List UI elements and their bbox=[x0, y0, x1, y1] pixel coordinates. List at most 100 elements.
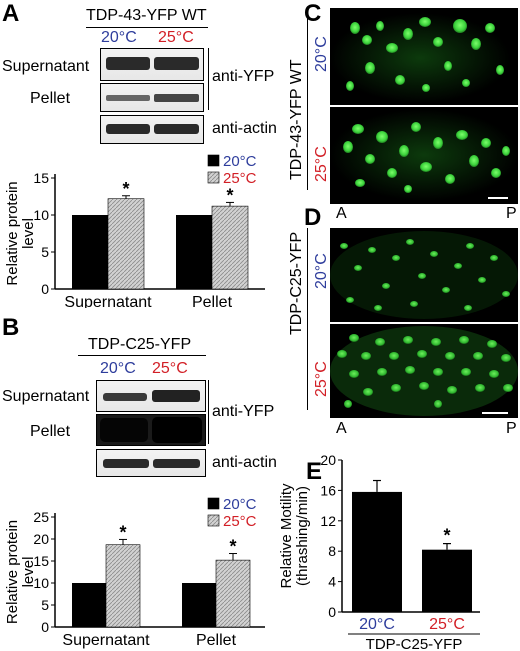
legend-label: 20°C bbox=[223, 496, 257, 513]
y-tick-label: 10 bbox=[33, 575, 49, 591]
panel-c-label: C bbox=[304, 0, 322, 27]
y-tick-label: 5 bbox=[41, 244, 49, 260]
panel-c-anterior: A bbox=[336, 205, 347, 222]
panel-a-label: A bbox=[2, 0, 20, 27]
panel-a-actin-blot bbox=[100, 115, 204, 144]
panel-d-posterior: P bbox=[506, 420, 517, 437]
legend-swatch bbox=[207, 171, 220, 184]
blot-band bbox=[153, 459, 200, 468]
y-axis-label: Relative Motility(thrashing/min) bbox=[278, 483, 311, 589]
panel-c-temp-25: 25°C bbox=[313, 146, 330, 182]
legend-label: 25°C bbox=[223, 170, 257, 187]
y-axis-label: Relative proteinlevel bbox=[4, 520, 37, 624]
panel-e-bar-chart: 0 4 8 12 16 20 Relative Motility(thrashing/min… bbox=[278, 452, 480, 650]
category-label: Pellet bbox=[192, 294, 233, 308]
y-tick-label: 8 bbox=[328, 543, 336, 559]
legend-swatch bbox=[207, 497, 220, 510]
panel-a-temp-20: 20°C bbox=[101, 29, 137, 46]
panel-a-anti-actin: anti-actin bbox=[212, 120, 277, 137]
panel-c-temp-20: 20°C bbox=[313, 36, 330, 72]
y-axis-label-line: Relative Motility bbox=[278, 483, 295, 589]
panel-b-label: B bbox=[2, 314, 20, 341]
blot-band bbox=[100, 418, 148, 442]
group-label: TDP-C25-YFP bbox=[366, 636, 463, 650]
legend-swatch bbox=[207, 514, 220, 527]
panel-a-anti-yfp: anti-YFP bbox=[212, 68, 275, 85]
blot-band bbox=[103, 459, 149, 468]
panel-b-supernatant-blot bbox=[96, 380, 206, 412]
legend-label: 25°C bbox=[223, 513, 257, 530]
blot-band bbox=[154, 94, 199, 102]
bar-25c bbox=[215, 559, 251, 628]
category-label: 25°C bbox=[429, 616, 465, 633]
panel-c-rule bbox=[307, 10, 308, 190]
panel-e-label: E bbox=[306, 458, 323, 485]
y-tick-label: 10 bbox=[33, 207, 49, 223]
panel-d-micrograph-20c bbox=[330, 228, 518, 322]
category-label: Supernatant bbox=[64, 294, 152, 308]
panel-d-temp-25: 25°C bbox=[313, 361, 330, 397]
legend-label: 20°C bbox=[223, 153, 257, 170]
panel-b-temp-25: 25°C bbox=[152, 360, 188, 377]
panel-a-title-rule bbox=[86, 27, 208, 28]
bar-20c bbox=[182, 583, 216, 627]
panel-d-label: D bbox=[304, 204, 322, 231]
y-axis-label-line: level bbox=[20, 218, 37, 249]
significance-star: * bbox=[122, 179, 129, 199]
blot-band bbox=[154, 124, 199, 134]
blot-band bbox=[106, 57, 150, 70]
y-tick-label: 0 bbox=[41, 281, 49, 297]
y-tick-label: 12 bbox=[320, 513, 336, 529]
panel-b-pellet-blot bbox=[96, 414, 206, 446]
y-tick-label: 16 bbox=[320, 482, 336, 498]
blot-band bbox=[106, 124, 150, 134]
y-axis-label-line: Relative protein bbox=[4, 181, 21, 285]
y-axis-label-line: Relative protein bbox=[4, 520, 21, 624]
panel-c-title: TDP-43-YFP WT bbox=[288, 59, 305, 180]
y-tick-label: 20 bbox=[33, 531, 49, 547]
panel-c-micrograph-20c bbox=[330, 8, 518, 105]
bar bbox=[422, 549, 472, 612]
y-tick-label: 0 bbox=[41, 619, 49, 635]
y-tick-label: 15 bbox=[33, 170, 49, 186]
category-label: Pellet bbox=[196, 632, 237, 649]
panel-d-rule bbox=[307, 228, 308, 410]
significance-star: * bbox=[226, 185, 233, 205]
panel-b-yfp-bracket bbox=[208, 380, 209, 444]
significance-star: * bbox=[229, 537, 236, 557]
panel-d-temp-20: 20°C bbox=[313, 253, 330, 289]
panel-a-title: TDP-43-YFP WT bbox=[86, 7, 207, 24]
category-label: Supernatant bbox=[62, 632, 150, 649]
panel-a-pellet-label: Pellet bbox=[30, 90, 71, 107]
panel-b-supernatant-label: Supernatant bbox=[2, 388, 90, 405]
bar-25c bbox=[211, 205, 249, 290]
y-tick-label: 25 bbox=[33, 509, 49, 525]
blot-band bbox=[152, 417, 202, 443]
y-tick-label: 0 bbox=[328, 604, 336, 620]
bar-25c bbox=[107, 198, 145, 290]
panel-b-anti-yfp: anti-YFP bbox=[212, 403, 275, 420]
bar-25c bbox=[105, 544, 141, 628]
panel-c-micrograph-25c bbox=[330, 107, 518, 204]
blot-band bbox=[106, 95, 150, 101]
panel-a-yfp-bracket bbox=[208, 48, 209, 110]
panel-a-supernatant-label: Supernatant bbox=[2, 58, 90, 75]
panel-b-temp-20: 20°C bbox=[100, 360, 136, 377]
bar bbox=[352, 491, 402, 612]
blot-band bbox=[103, 393, 147, 401]
panel-d-anterior: A bbox=[336, 420, 347, 437]
panel-a-supernatant-blot bbox=[100, 48, 204, 81]
legend-swatch bbox=[207, 154, 220, 167]
panel-b-anti-actin: anti-actin bbox=[212, 454, 277, 471]
panel-b-title: TDP-C25-YFP bbox=[88, 336, 192, 353]
y-tick-label: 4 bbox=[328, 574, 336, 590]
panel-c-posterior: P bbox=[506, 205, 517, 222]
blot-band bbox=[154, 57, 199, 70]
blot-band bbox=[152, 390, 200, 402]
y-axis-label: Relative proteinlevel bbox=[4, 181, 37, 285]
panel-a-temp-25: 25°C bbox=[158, 29, 194, 46]
panel-b-actin-blot bbox=[96, 449, 206, 477]
bar-20c bbox=[72, 583, 106, 627]
